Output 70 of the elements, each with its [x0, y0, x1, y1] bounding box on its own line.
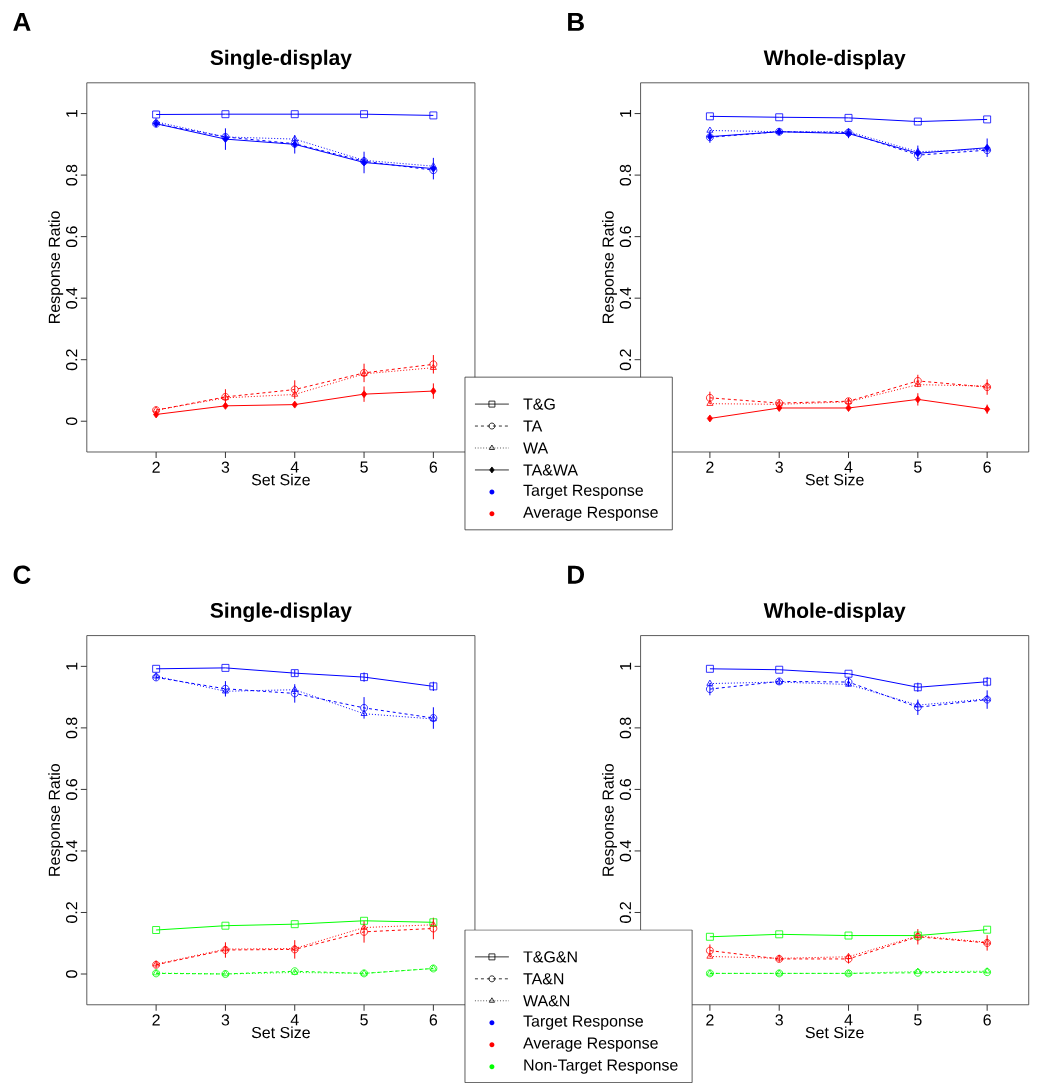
text: T&G&N [523, 951, 577, 963]
text: TA&WA [523, 464, 579, 476]
x-tick-label: 3 [221, 1014, 230, 1026]
y-tick-label: 1 [620, 662, 632, 670]
x-tick-label: 6 [983, 1014, 992, 1026]
x-tick-label: 6 [429, 1014, 438, 1026]
y-axis-title: Response Ratio [602, 211, 618, 323]
y-tick-label: 0 [66, 417, 78, 426]
text: Average Response [523, 506, 658, 521]
x-axis-title: Set Size [252, 473, 311, 486]
y-axis-title: Response Ratio [48, 211, 64, 323]
x-tick-label: 2 [152, 461, 160, 473]
y-tick-label: 0.6 [619, 226, 632, 248]
text: B [568, 13, 585, 31]
y-tick-label: 0.2 [66, 349, 78, 371]
x-tick-label: 4 [290, 1014, 299, 1026]
x-tick-label: 5 [914, 1014, 922, 1026]
y-tick-label: 0.2 [66, 902, 78, 923]
x-tick-label: 4 [844, 1014, 853, 1026]
x-tick-label: 6 [983, 461, 992, 473]
text: TA [523, 420, 543, 432]
chart-title: Whole-display [763, 49, 906, 70]
x-tick-label: 5 [360, 1014, 368, 1026]
x-tick-label: 4 [290, 461, 299, 473]
x-tick-label: 2 [706, 461, 714, 473]
x-tick-label: 3 [775, 461, 784, 473]
x-tick-label: 4 [844, 461, 853, 473]
chart-title: Whole-display [763, 602, 906, 623]
y-tick-label: 0.8 [66, 717, 78, 739]
text: WA [523, 442, 549, 454]
chart-title: Single-display [210, 602, 352, 623]
x-tick-label: 3 [775, 1014, 784, 1026]
y-tick-label: 0.4 [619, 840, 632, 862]
y-tick-label: 0.8 [619, 717, 632, 739]
y-tick-label: 0.6 [66, 226, 78, 248]
x-axis-title: Set Size [805, 1026, 864, 1039]
x-axis-title: Set Size [252, 1026, 311, 1039]
y-tick-label: 0.8 [619, 164, 632, 186]
text: Target Response [523, 484, 644, 500]
text: WA&N [523, 995, 570, 1007]
text: Target Response [523, 1015, 644, 1030]
y-tick-label: 0.2 [619, 349, 632, 371]
y-tick-label: 0.2 [619, 902, 632, 923]
text: T&G [523, 398, 555, 410]
y-tick-label: 0.4 [66, 840, 78, 862]
x-tick-label: 5 [914, 461, 922, 473]
x-tick-label: 2 [706, 1014, 714, 1026]
y-tick-label: 0.6 [66, 779, 78, 800]
text: C [13, 565, 31, 584]
x-axis-title: Set Size [805, 473, 864, 486]
y-tick-label: 1 [620, 109, 632, 117]
chart-title: Single-display [210, 49, 352, 70]
y-tick-label: 0.4 [619, 287, 632, 309]
y-axis-title: Response Ratio [48, 764, 64, 876]
y-tick-label: 0.6 [619, 779, 632, 800]
x-tick-label: 5 [360, 461, 368, 473]
x-tick-label: 2 [152, 1014, 160, 1026]
y-tick-label: 0 [66, 970, 78, 978]
text: A [13, 13, 31, 31]
text: TA&N [523, 973, 564, 985]
y-tick-label: 0.8 [66, 164, 78, 186]
text: Average Response [523, 1037, 658, 1052]
x-tick-label: 6 [429, 461, 438, 473]
y-axis-title: Response Ratio [602, 764, 618, 876]
text: Non-Target Response [524, 1059, 678, 1074]
y-tick-label: 1 [66, 109, 78, 117]
y-tick-label: 0.4 [66, 287, 78, 309]
text: D [568, 565, 585, 584]
y-tick-label: 1 [66, 662, 78, 670]
x-tick-label: 3 [221, 461, 230, 473]
